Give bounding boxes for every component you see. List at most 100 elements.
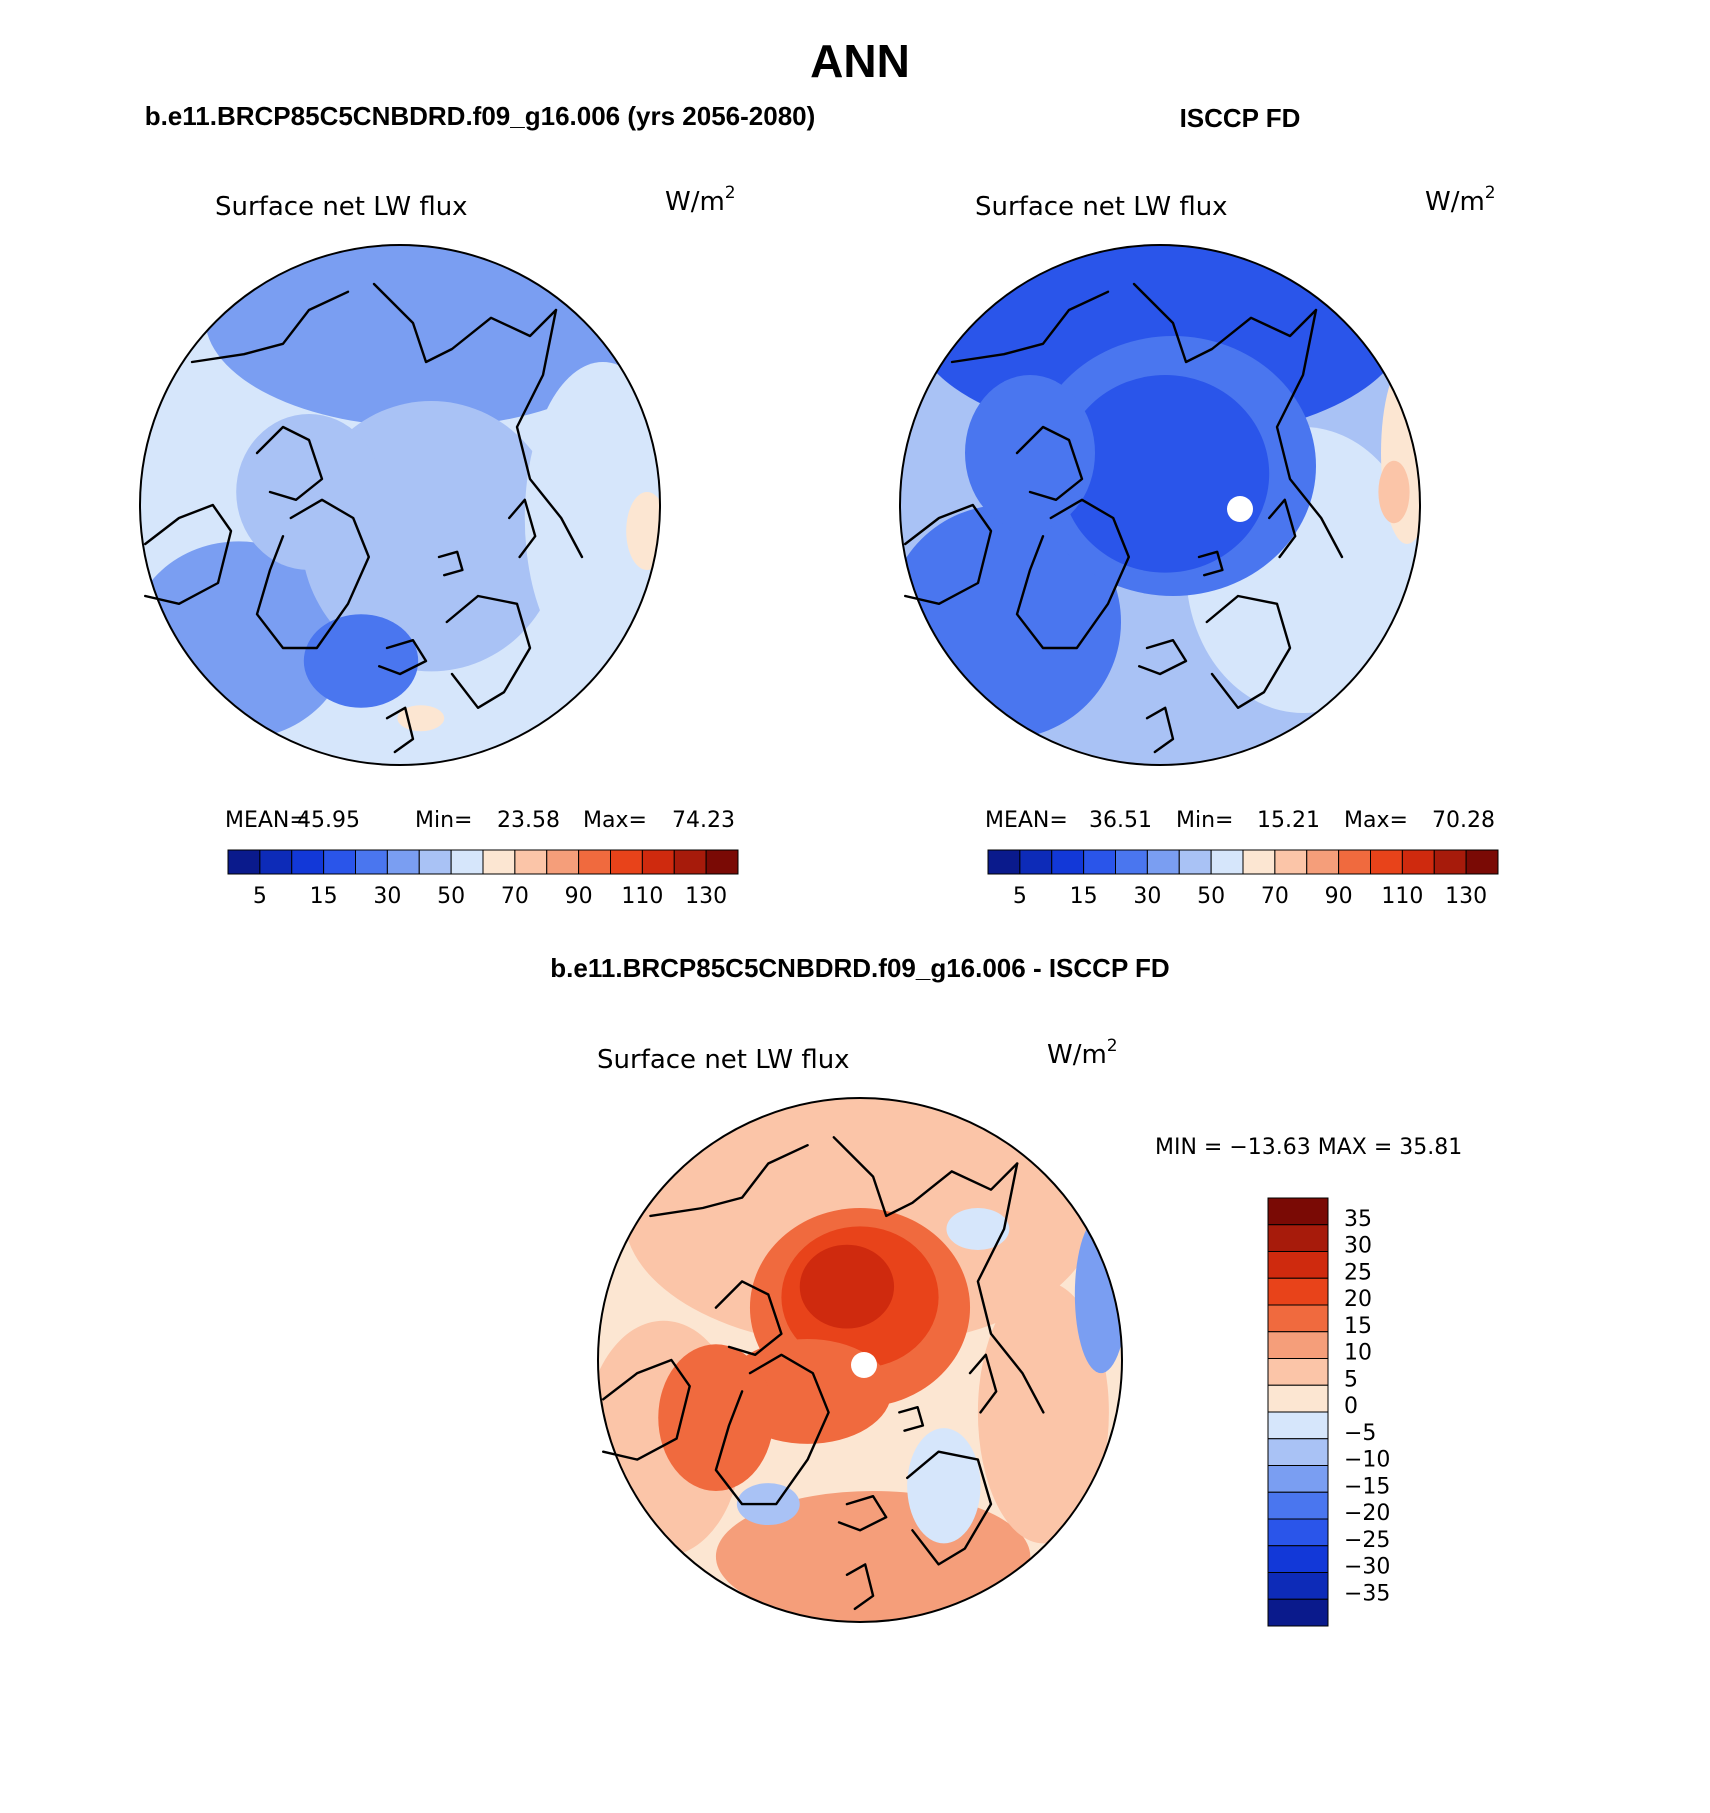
colorbar-swatch-9 bbox=[514, 849, 548, 875]
colorbar-swatch-8 bbox=[482, 849, 516, 875]
colorbar-swatch-5 bbox=[1146, 849, 1180, 875]
contour-region-6 bbox=[626, 492, 660, 570]
mean-value: 36.51 bbox=[1089, 808, 1152, 833]
coastline-segment-6 bbox=[906, 1450, 993, 1566]
coastline-segment-5 bbox=[515, 308, 584, 559]
coastline-outline-icon bbox=[904, 282, 1344, 754]
colorbar-swatch-7 bbox=[1267, 1384, 1329, 1413]
colorbar-swatch-0 bbox=[1267, 1197, 1329, 1226]
units-exponent: 2 bbox=[1107, 1036, 1118, 1056]
colorbar-tick-label: 30 bbox=[373, 884, 401, 909]
coastline-segment-7 bbox=[1138, 639, 1188, 676]
colorbar-swatch-13 bbox=[1267, 1545, 1329, 1573]
map-panel-obs: Surface net LW flux W/m2 MEAN= 36.51 Min… bbox=[899, 183, 1499, 909]
coastline-segment-3 bbox=[950, 290, 1110, 364]
map-boundary bbox=[139, 244, 661, 766]
contour-region-5 bbox=[303, 614, 419, 708]
colorbar-swatch-8 bbox=[1267, 1411, 1329, 1440]
colorbar-swatch-13 bbox=[1401, 849, 1435, 875]
contour-region-6 bbox=[799, 1244, 895, 1329]
colorbar-tick-label: 50 bbox=[437, 884, 465, 909]
colorbar-tick-label: 15 bbox=[310, 884, 338, 909]
coastline-segment-10 bbox=[1145, 706, 1175, 754]
contour-region-4 bbox=[524, 362, 660, 674]
colorbar-swatch-10 bbox=[1267, 1465, 1329, 1493]
panel-title-obs: ISCCP FD bbox=[1180, 103, 1301, 133]
colorbar-tick-label: 25 bbox=[1344, 1260, 1372, 1285]
colorbar-swatch-12 bbox=[610, 849, 643, 875]
colorbar-tick-label: −35 bbox=[1344, 1581, 1390, 1606]
coastline-segment-4 bbox=[832, 1136, 1019, 1218]
colorbar-tick-label: −15 bbox=[1344, 1474, 1390, 1499]
mean-label: MEAN= bbox=[985, 808, 1068, 833]
map-panel-difference: Surface net LW flux W/m2 MIN = −13.63 MA… bbox=[597, 1036, 1462, 1627]
units-exponent: 2 bbox=[725, 183, 736, 203]
units-label: W/m2 bbox=[1047, 1036, 1118, 1070]
units-text: W/m bbox=[665, 187, 725, 217]
variable-label: Surface net LW flux bbox=[215, 192, 468, 222]
map-boundary bbox=[597, 1097, 1123, 1623]
colorbar-swatch-15 bbox=[705, 849, 739, 875]
colorbar-swatch-10 bbox=[546, 849, 580, 875]
colorbar-swatch-12 bbox=[1370, 849, 1403, 875]
stats-line: MEAN= 45.95 Min= 23.58 Max= 74.23 bbox=[225, 808, 735, 833]
min-value: 23.58 bbox=[497, 808, 560, 833]
coastline-segment-8 bbox=[898, 1406, 925, 1432]
min-label: Min= bbox=[1176, 808, 1233, 833]
contour-region-7 bbox=[1378, 460, 1410, 524]
max-label: Max= bbox=[583, 808, 647, 833]
contour-region-10 bbox=[946, 1208, 1010, 1250]
coastline-segment-7 bbox=[837, 1495, 888, 1532]
coastline-segment-6 bbox=[1205, 594, 1292, 709]
colorbar-tick-label: 130 bbox=[1445, 884, 1487, 909]
colorbar-swatch-3 bbox=[323, 849, 356, 875]
variable-label: Surface net LW flux bbox=[597, 1045, 850, 1075]
coastline-segment-4 bbox=[1132, 282, 1318, 364]
max-value: 70.28 bbox=[1432, 808, 1495, 833]
colorbar-tick-label: 30 bbox=[1344, 1234, 1372, 1259]
colorbar-swatch-6 bbox=[1178, 849, 1212, 875]
colorbar-tick-label: −5 bbox=[1344, 1421, 1376, 1446]
colorbar-swatch-2 bbox=[291, 849, 325, 875]
coastline-segment-2 bbox=[602, 1358, 691, 1461]
colorbar-swatch-8 bbox=[1242, 849, 1276, 875]
coastline-segment-10 bbox=[385, 706, 415, 754]
colorbar-tick-label: 70 bbox=[501, 884, 529, 909]
coastline-segment-9 bbox=[508, 498, 537, 559]
colorbar-swatch-4 bbox=[1115, 849, 1148, 875]
colorbar-swatch-9 bbox=[1267, 1438, 1329, 1466]
colorbar-tick-label: 110 bbox=[621, 884, 663, 909]
colorbar-tick-label: 15 bbox=[1070, 884, 1098, 909]
coastline-segment-2 bbox=[904, 503, 993, 605]
colorbar-tick-label: 90 bbox=[565, 884, 593, 909]
colorbar-swatch-9 bbox=[1274, 849, 1308, 875]
coastline-outline-icon bbox=[144, 282, 584, 754]
colorbar-tick-label: −25 bbox=[1344, 1528, 1390, 1553]
colorbar-tick-label: 35 bbox=[1344, 1207, 1372, 1232]
colorbar-tick-label: 70 bbox=[1261, 884, 1289, 909]
colorbar-tick-label: 5 bbox=[253, 884, 267, 909]
colorbar-swatch-1 bbox=[259, 849, 293, 875]
colorbar-swatch-15 bbox=[1465, 849, 1499, 875]
colorbar-swatch-3 bbox=[1083, 849, 1116, 875]
max-value: 74.23 bbox=[672, 808, 735, 833]
coastline-outline-icon bbox=[602, 1136, 1045, 1611]
colorbar: 5 15 30 50 70 90 110 130 bbox=[987, 849, 1499, 909]
coastline-segment-1 bbox=[1015, 425, 1084, 501]
coastline-segment-6 bbox=[445, 594, 532, 709]
coastline-segment-1 bbox=[255, 425, 324, 501]
coastline-segment-5 bbox=[976, 1162, 1045, 1414]
map-boundary bbox=[899, 244, 1421, 766]
min-label: Min= bbox=[415, 808, 472, 833]
coastline-segment-2 bbox=[144, 503, 233, 605]
colorbar-swatch-4 bbox=[1267, 1304, 1329, 1333]
colorbar-swatch-2 bbox=[1267, 1251, 1329, 1279]
colorbar-swatch-1 bbox=[1019, 849, 1053, 875]
contour-field bbox=[140, 245, 660, 765]
colorbar-tick-label: 30 bbox=[1133, 884, 1161, 909]
coastline-segment-7 bbox=[378, 639, 428, 676]
colorbar-swatch-14 bbox=[673, 849, 707, 875]
colorbar-tick-label: 15 bbox=[1344, 1314, 1372, 1339]
colorbar-tick-label: 5 bbox=[1013, 884, 1027, 909]
colorbar-swatch-11 bbox=[1267, 1491, 1329, 1520]
